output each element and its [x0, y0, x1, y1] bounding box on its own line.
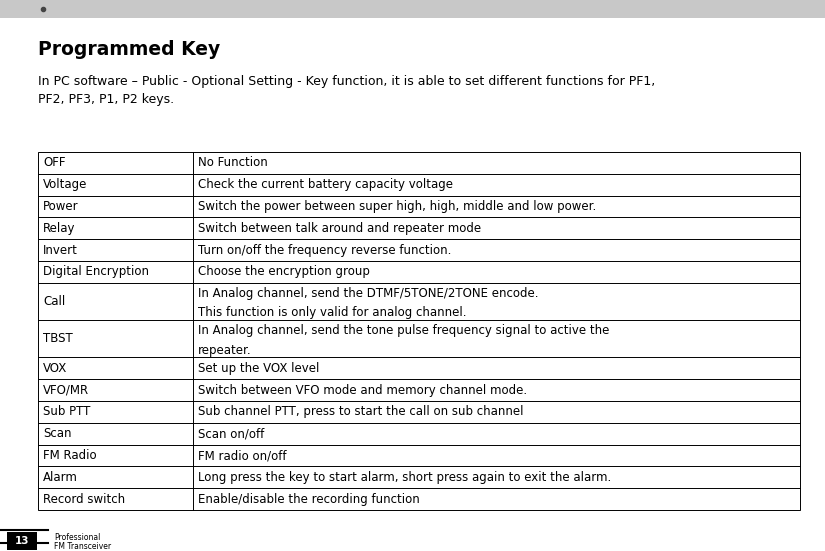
Text: Turn on/off the frequency reverse function.: Turn on/off the frequency reverse functi…: [198, 244, 451, 257]
Text: FM Transceiver: FM Transceiver: [54, 542, 111, 551]
Text: VOX: VOX: [43, 362, 68, 375]
Text: 13: 13: [15, 536, 29, 546]
Text: In PC software – Public - Optional Setting - Key function, it is able to set dif: In PC software – Public - Optional Setti…: [38, 75, 655, 106]
Text: Sub channel PTT, press to start the call on sub channel: Sub channel PTT, press to start the call…: [198, 406, 524, 418]
Text: Switch the power between super high, high, middle and low power.: Switch the power between super high, hig…: [198, 200, 596, 213]
Text: Set up the VOX level: Set up the VOX level: [198, 362, 319, 375]
Text: TBST: TBST: [43, 332, 73, 345]
Text: Voltage: Voltage: [43, 178, 87, 191]
Text: In Analog channel, send the DTMF/5TONE/2TONE encode.
This function is only valid: In Analog channel, send the DTMF/5TONE/2…: [198, 287, 539, 319]
Text: FM Radio: FM Radio: [43, 449, 97, 462]
Text: No Function: No Function: [198, 156, 268, 169]
Text: Scan on/off: Scan on/off: [198, 427, 264, 440]
Text: Alarm: Alarm: [43, 471, 78, 484]
Text: OFF: OFF: [43, 156, 65, 169]
Text: Enable/disable the recording function: Enable/disable the recording function: [198, 493, 420, 506]
Text: Call: Call: [43, 295, 65, 308]
Text: Professional: Professional: [54, 533, 101, 542]
Text: Record switch: Record switch: [43, 493, 125, 506]
Text: FM radio on/off: FM radio on/off: [198, 449, 286, 462]
Text: Switch between VFO mode and memory channel mode.: Switch between VFO mode and memory chann…: [198, 383, 527, 397]
Text: VFO/MR: VFO/MR: [43, 383, 89, 397]
Text: In Analog channel, send the tone pulse frequency signal to active the
repeater.: In Analog channel, send the tone pulse f…: [198, 324, 610, 356]
Text: Digital Encryption: Digital Encryption: [43, 266, 149, 278]
Text: Scan: Scan: [43, 427, 72, 440]
Bar: [7, 532, 37, 550]
Text: Programmed Key: Programmed Key: [38, 40, 220, 59]
Text: Check the current battery capacity voltage: Check the current battery capacity volta…: [198, 178, 453, 191]
Text: Invert: Invert: [43, 244, 78, 257]
Text: Switch between talk around and repeater mode: Switch between talk around and repeater …: [198, 222, 481, 235]
Text: Power: Power: [43, 200, 78, 213]
Text: Sub PTT: Sub PTT: [43, 406, 91, 418]
Text: Choose the encryption group: Choose the encryption group: [198, 266, 370, 278]
Bar: [0, 0, 825, 18]
Text: Long press the key to start alarm, short press again to exit the alarm.: Long press the key to start alarm, short…: [198, 471, 611, 484]
Text: Relay: Relay: [43, 222, 76, 235]
Bar: [38, 152, 800, 510]
